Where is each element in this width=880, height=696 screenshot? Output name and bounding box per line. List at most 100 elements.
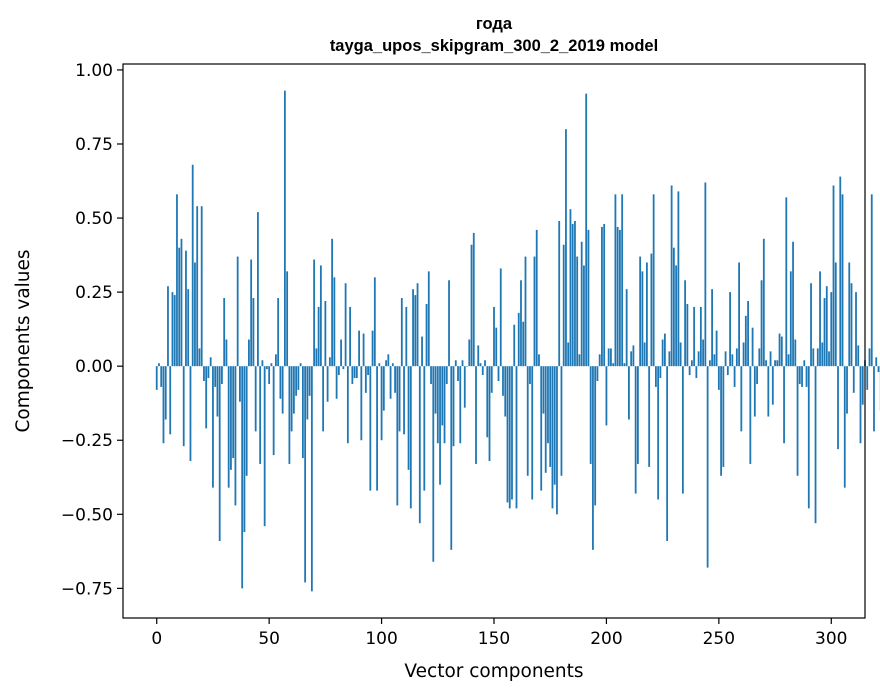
bar-49 [266,366,268,370]
bar-254 [726,366,729,376]
bar-28 [218,366,221,541]
bar-248 [713,354,716,367]
bar-82 [340,339,342,367]
bar-154 [502,366,504,396]
bar-16 [191,164,194,367]
bar-181 [562,244,565,367]
bar-172 [542,366,545,414]
bar-139 [468,339,471,367]
bar-287 [801,366,803,387]
bar-221 [652,194,655,367]
bar-242 [699,306,702,367]
bar-73 [319,265,322,367]
bar-213 [634,366,637,494]
bar-208 [623,363,626,367]
bar-212 [632,345,635,367]
bar-78 [331,238,334,367]
bar-114 [412,289,414,367]
bar-147 [486,366,489,438]
bar-202 [610,348,612,367]
bar-128 [443,366,446,444]
bar-76 [326,366,329,402]
bar-123 [432,366,435,562]
bar-159 [513,324,516,367]
bar-33 [230,366,232,470]
bar-259 [738,262,740,367]
bar-116 [416,283,419,367]
bar-233 [679,342,682,367]
bar-23 [207,366,210,379]
bar-140 [470,244,473,367]
bar-166 [529,366,531,384]
bar-290 [807,366,810,509]
bar-247 [711,289,713,367]
bar-217 [643,342,646,367]
bar-281 [787,354,790,367]
bar-313 [859,366,862,444]
bar-83 [342,366,345,370]
bar-132 [452,366,455,447]
bar-11 [180,238,183,367]
bar-227 [666,366,669,541]
bar-252 [722,366,725,467]
bar-102 [385,360,387,367]
bar-62 [295,366,298,396]
bar-101 [382,366,385,411]
bar-36 [236,256,239,367]
bar-85 [346,366,349,444]
bar-195 [594,366,597,506]
bar-182 [565,129,567,367]
bar-214 [637,366,639,464]
bar-175 [549,366,552,467]
bar-84 [344,283,347,367]
bar-17 [194,262,196,367]
bar-236 [686,303,689,367]
bar-149 [490,366,493,393]
bar-119 [423,366,426,491]
bar-276 [776,360,779,367]
bar-122 [430,366,432,384]
bar-72 [317,306,320,367]
bar-158 [511,366,513,500]
bar-246 [708,360,711,367]
bar-40 [245,366,248,476]
bar-141 [472,232,475,367]
bar-0 [155,366,158,390]
bar-130 [448,280,450,367]
bar-203 [612,363,615,367]
bar-142 [475,366,477,464]
bar-241 [697,351,700,367]
bar-211 [630,351,633,367]
bar-187 [576,256,579,367]
y-tick-label: −0.75 [61,579,113,599]
bar-13 [185,250,187,367]
bar-298 [825,286,828,367]
bar-232 [677,191,680,367]
x-tick-label: 0 [151,629,162,649]
bar-14 [187,289,190,367]
bar-98 [376,366,378,491]
bar-21 [203,366,205,381]
bar-177 [553,366,556,485]
bar-271 [765,360,767,367]
bar-117 [418,366,421,524]
bar-155 [504,366,507,417]
bar-47 [261,360,264,367]
bar-319 [873,366,875,432]
bar-189 [580,241,583,367]
y-tick-label: 0.25 [75,283,113,303]
bar-90 [358,330,360,367]
bar-258 [735,348,738,367]
y-tick-label: 0.50 [75,209,113,229]
bar-30 [223,298,226,367]
bar-100 [380,366,383,441]
bar-52 [272,366,275,456]
bar-71 [315,348,318,367]
bar-307 [846,366,848,414]
bar-308 [848,262,851,367]
bar-137 [463,366,466,408]
bar-320 [875,357,878,367]
bar-243 [702,339,705,367]
bar-58 [286,271,289,367]
